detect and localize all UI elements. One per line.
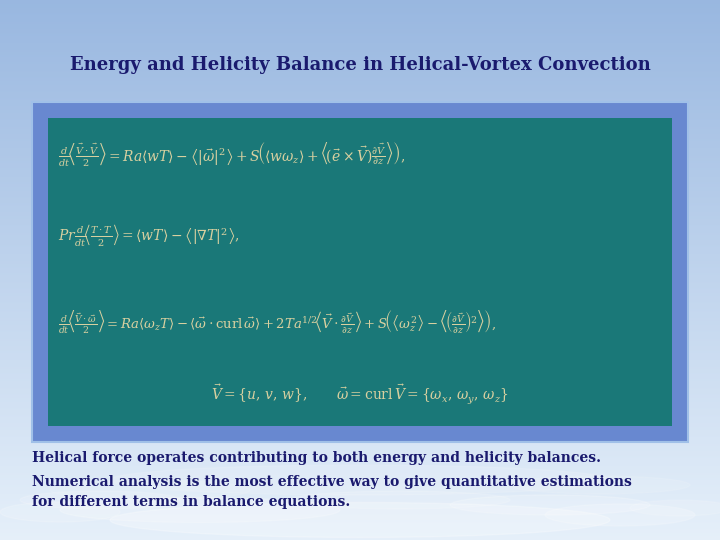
Ellipse shape <box>510 476 690 494</box>
Ellipse shape <box>110 503 610 537</box>
Ellipse shape <box>50 480 250 500</box>
Ellipse shape <box>545 504 695 526</box>
Ellipse shape <box>630 500 720 516</box>
Ellipse shape <box>60 497 340 523</box>
Ellipse shape <box>0 502 120 522</box>
Ellipse shape <box>450 495 650 515</box>
Text: Helical force operates contributing to both energy and helicity balances.: Helical force operates contributing to b… <box>32 451 601 465</box>
Text: $\vec{V} = \{u,\, v,\, w\},\qquad \vec{\omega} = \mathrm{curl}\,\vec{V} = \{\ome: $\vec{V} = \{u,\, v,\, w\},\qquad \vec{\… <box>211 383 509 407</box>
Ellipse shape <box>290 491 510 509</box>
Ellipse shape <box>110 465 610 495</box>
Text: $Pr\frac{d}{dt}\!\left\langle\frac{T\cdot T}{2}\right\rangle = \langle wT\rangle: $Pr\frac{d}{dt}\!\left\langle\frac{T\cdo… <box>58 222 240 248</box>
Ellipse shape <box>20 491 180 509</box>
Text: $\frac{d}{dt}\!\left\langle\frac{\vec{V}\cdot\vec{\omega}}{2}\right\rangle = Ra\: $\frac{d}{dt}\!\left\langle\frac{\vec{V}… <box>58 308 496 336</box>
FancyBboxPatch shape <box>48 118 672 426</box>
FancyBboxPatch shape <box>32 102 688 442</box>
Text: Energy and Helicity Balance in Helical-Vortex Convection: Energy and Helicity Balance in Helical-V… <box>70 56 650 74</box>
Text: $\frac{d}{dt}\!\left\langle\frac{\vec{V}\cdot\vec{V}}{2}\right\rangle = Ra\langl: $\frac{d}{dt}\!\left\langle\frac{\vec{V}… <box>58 141 405 169</box>
Text: Numerical analysis is the most effective way to give quantitative estimations
fo: Numerical analysis is the most effective… <box>32 475 632 509</box>
